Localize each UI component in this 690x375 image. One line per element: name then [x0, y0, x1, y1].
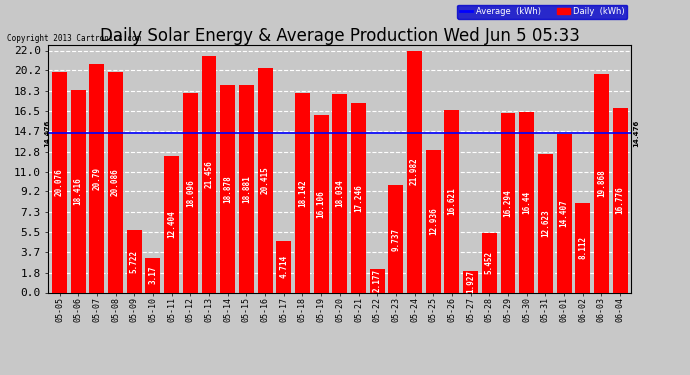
Bar [351, 103, 366, 292]
Text: 18.096: 18.096 [186, 179, 195, 207]
Text: 16.106: 16.106 [317, 190, 326, 218]
Bar [370, 268, 385, 292]
Text: 5.452: 5.452 [485, 251, 494, 274]
Text: Copyright 2013 Cartronics.com: Copyright 2013 Cartronics.com [7, 34, 141, 43]
Bar [164, 156, 179, 292]
Bar [52, 72, 67, 292]
Bar [557, 134, 571, 292]
Text: 20.086: 20.086 [111, 168, 120, 196]
Bar [575, 203, 590, 292]
Text: 14.476: 14.476 [633, 120, 639, 147]
Text: 9.737: 9.737 [391, 227, 400, 251]
Text: 18.878: 18.878 [223, 175, 233, 202]
Bar [127, 230, 141, 292]
Text: 5.722: 5.722 [130, 249, 139, 273]
Text: 16.621: 16.621 [447, 187, 457, 215]
Text: 16.776: 16.776 [615, 186, 624, 214]
Text: 16.294: 16.294 [504, 189, 513, 217]
Bar [538, 154, 553, 292]
Bar [426, 150, 441, 292]
Bar [314, 116, 328, 292]
Text: 18.416: 18.416 [74, 177, 83, 205]
Bar [183, 93, 198, 292]
Bar [295, 93, 310, 292]
Text: 17.246: 17.246 [354, 184, 363, 211]
Text: 19.868: 19.868 [597, 170, 606, 197]
Bar [407, 51, 422, 292]
Text: 1.927: 1.927 [466, 270, 475, 294]
Legend: Average  (kWh), Daily  (kWh): Average (kWh), Daily (kWh) [457, 4, 627, 19]
Text: 21.456: 21.456 [204, 160, 213, 188]
Text: 21.982: 21.982 [410, 158, 419, 186]
Bar [71, 90, 86, 292]
Text: 20.415: 20.415 [261, 166, 270, 194]
Bar [257, 68, 273, 292]
Title: Daily Solar Energy & Average Production Wed Jun 5 05:33: Daily Solar Energy & Average Production … [100, 27, 580, 45]
Bar [444, 110, 460, 292]
Bar [108, 72, 123, 292]
Text: 12.404: 12.404 [167, 210, 176, 238]
Text: 18.034: 18.034 [335, 180, 344, 207]
Bar [239, 85, 254, 292]
Bar [594, 74, 609, 292]
Text: 16.44: 16.44 [522, 190, 531, 214]
Bar [463, 271, 478, 292]
Bar [201, 57, 217, 292]
Bar [333, 94, 347, 292]
Text: 18.142: 18.142 [298, 179, 307, 207]
Text: 12.623: 12.623 [541, 209, 550, 237]
Text: 12.936: 12.936 [428, 207, 437, 235]
Text: 18.881: 18.881 [242, 175, 251, 202]
Text: 14.407: 14.407 [560, 200, 569, 227]
Text: 8.112: 8.112 [578, 236, 587, 260]
Bar [146, 258, 160, 292]
Bar [276, 241, 291, 292]
Bar [482, 232, 497, 292]
Bar [613, 108, 628, 292]
Text: 4.714: 4.714 [279, 255, 288, 278]
Text: 20.076: 20.076 [55, 168, 64, 196]
Bar [520, 112, 534, 292]
Text: 20.79: 20.79 [92, 166, 101, 190]
Bar [220, 85, 235, 292]
Bar [90, 64, 104, 292]
Bar [500, 113, 515, 292]
Text: 2.177: 2.177 [373, 269, 382, 292]
Bar [388, 185, 404, 292]
Text: 14.476: 14.476 [44, 120, 50, 147]
Text: 3.17: 3.17 [148, 266, 157, 284]
